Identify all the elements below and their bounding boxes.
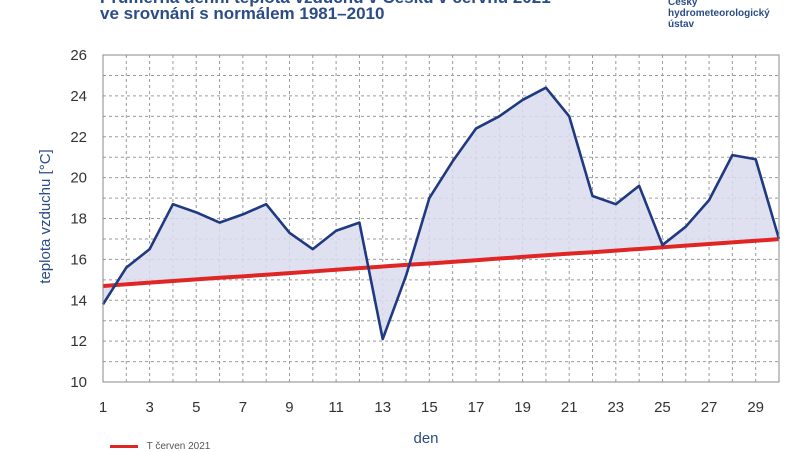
x-tick-label: 11	[328, 399, 344, 416]
y-tick-label: 24	[70, 88, 87, 105]
y-tick-label: 14	[70, 292, 87, 309]
x-tick-labels: 1 3 5 7 9 11 13 15 17 19 21 23 25 27 29	[99, 399, 764, 416]
x-tick-label: 13	[374, 399, 391, 416]
legend-label: T červen 2021	[146, 441, 211, 452]
x-tick-label: 29	[747, 399, 764, 416]
x-tick-label: 25	[654, 399, 671, 416]
chmi-logo: Český hydrometeorologický ústav	[668, 0, 770, 30]
y-tick-labels: 10 12 14 16 18 20 22 24 26	[70, 47, 87, 391]
logo-line-1: Český	[668, 0, 698, 8]
logo-line-2: hydrometeorologický	[668, 8, 770, 19]
legend-swatch	[110, 444, 138, 448]
x-tick-label: 9	[285, 399, 293, 416]
chart-title: ve srovnání s normálem 1981–2010	[100, 4, 385, 23]
x-tick-label: 17	[468, 399, 485, 416]
x-tick-label: 19	[514, 399, 531, 416]
deviation-area	[103, 87, 779, 340]
y-tick-label: 12	[70, 333, 87, 350]
x-tick-label: 1	[99, 399, 107, 416]
x-tick-label: 15	[421, 399, 438, 416]
plot-frame	[102, 54, 780, 383]
series-line-normal	[102, 237, 780, 288]
y-tick-label: 10	[70, 374, 87, 391]
y-tick-label: 26	[70, 47, 87, 64]
x-tick-label: 5	[192, 399, 200, 416]
x-tick-label: 27	[701, 399, 718, 416]
y-axis-label: teplota vzduchu [°C]	[37, 149, 54, 283]
x-axis-label: den	[413, 430, 438, 447]
y-tick-label: 18	[70, 211, 87, 228]
y-tick-label: 16	[70, 251, 87, 268]
series-line-temperature	[101, 86, 781, 341]
logo-line-3: ústav	[668, 19, 695, 30]
y-tick-label: 22	[70, 129, 87, 146]
x-tick-label: 23	[607, 399, 624, 416]
x-tick-label: 7	[239, 399, 247, 416]
chart-title-partial: Průměrná denní teplota vzduchu v Česku v…	[100, 0, 551, 8]
legend: T červen 2021	[110, 441, 210, 452]
y-tick-label: 20	[70, 170, 87, 187]
x-tick-label: 3	[145, 399, 153, 416]
x-tick-label: 21	[561, 399, 578, 416]
